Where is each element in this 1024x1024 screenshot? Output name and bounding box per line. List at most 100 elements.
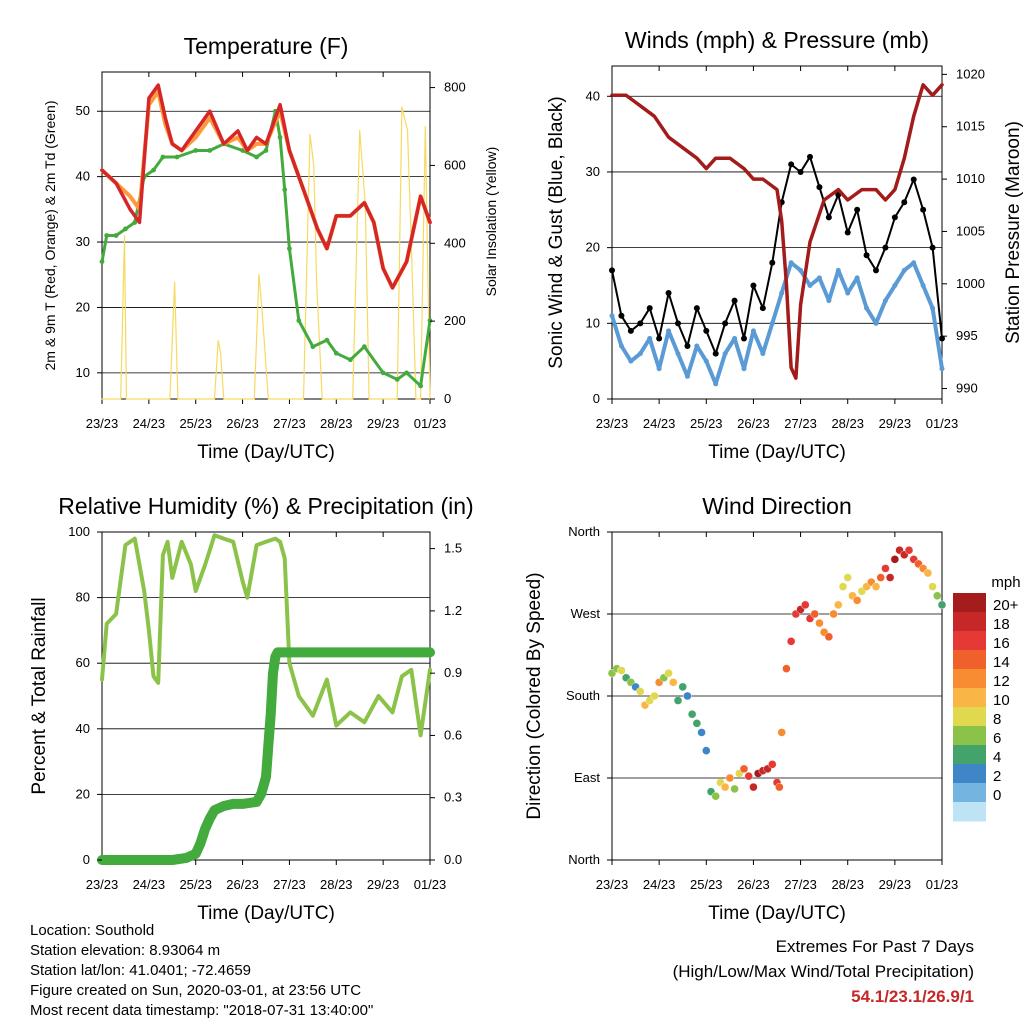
direction-point [937, 600, 947, 610]
extremes-title: Extremes For Past 7 Days [775, 937, 974, 956]
direction-point [923, 568, 933, 578]
wind-point [826, 298, 832, 304]
dewpoint-point [380, 370, 386, 376]
y-tick-label: 100 [68, 524, 90, 539]
dewpoint-point [287, 246, 292, 251]
recent-text: Most recent data timestamp: "2018-07-31 … [30, 1002, 374, 1019]
x-tick-label: 28/23 [320, 416, 353, 431]
direction-point [617, 666, 626, 675]
x-tick-label: 26/23 [226, 877, 259, 892]
y-tick-label-right: 1.2 [444, 603, 462, 618]
dewpoint-point [240, 148, 245, 153]
dewpoint-point [151, 167, 156, 173]
y-tick-label-right: 200 [444, 313, 466, 328]
colorbar-swatch [953, 745, 986, 765]
direction-point [933, 591, 942, 600]
location-text: Location: Southold [30, 922, 155, 939]
chart-title: Wind Direction [702, 493, 852, 519]
x-tick-label: 23/23 [86, 416, 119, 431]
y-tick-label: 40 [76, 169, 90, 184]
dewpoint-point [132, 220, 138, 225]
y-tick-label: 0 [83, 852, 90, 867]
y-tick-label-right: 990 [956, 381, 978, 396]
extremes-values: 54.1/23.1/26.9/1 [851, 987, 974, 1006]
y-tick-label: South [566, 688, 600, 703]
colorbar-swatch [953, 631, 986, 651]
y-axis-label: Sonic Wind & Gust (Blue, Black) [546, 96, 567, 368]
colorbar-label: 0 [993, 787, 1001, 804]
series-solar-line [101, 106, 431, 400]
wind-point [854, 275, 860, 281]
x-tick-label: 24/23 [643, 877, 676, 892]
x-tick-label: 28/23 [831, 416, 864, 431]
colorbar-label: 2 [993, 768, 1001, 785]
wind-point [703, 358, 709, 364]
x-tick-label: 27/23 [273, 416, 306, 431]
colorbar-swatch [953, 726, 986, 746]
colorbar-swatch [953, 688, 986, 708]
dewpoint-point [310, 344, 316, 350]
dewpoint-point [254, 154, 260, 160]
direction-point [664, 669, 673, 678]
dewpoint-point [123, 226, 128, 232]
y-axis-label-right: Station Pressure (Maroon) [1003, 121, 1024, 344]
x-tick-label: 28/23 [320, 877, 353, 892]
direction-point [876, 573, 885, 582]
colorbar-swatch [953, 764, 986, 784]
wind-point [788, 260, 794, 266]
colorbar-swatch [953, 650, 986, 670]
chart-panel-4: Wind Direction Time (Day/UTC) 23/23 24/23 25… [524, 493, 1021, 924]
x-tick-label: 23/23 [596, 416, 629, 431]
dewpoint-point [193, 148, 199, 153]
direction-point [824, 632, 834, 641]
colorbar-title: mph [991, 574, 1020, 591]
wind-point [835, 267, 841, 273]
series-humidity-line [100, 533, 432, 738]
direction-point [636, 687, 645, 696]
colorbar-label: 20+ [993, 597, 1019, 614]
direction-point [904, 546, 914, 555]
y-tick-label-right: 0.3 [444, 790, 462, 805]
y-tick-label: 10 [76, 365, 90, 380]
y-tick-label-right: 1000 [956, 276, 985, 291]
wind-point [647, 335, 653, 341]
colorbar-label: 4 [993, 749, 1001, 766]
x-tick-label: 23/23 [596, 877, 629, 892]
y-tick-label: 80 [76, 590, 90, 605]
direction-point [801, 600, 810, 610]
direction-point [673, 696, 683, 705]
wind-point [732, 335, 738, 341]
wind-point [882, 298, 888, 304]
direction-point [852, 596, 862, 605]
wind-point [722, 351, 728, 357]
wind-point [901, 267, 907, 273]
y-tick-label-right: 0.9 [444, 665, 462, 680]
wind-point [930, 305, 936, 311]
direction-point [890, 555, 900, 564]
y-tick-label: 20 [586, 240, 600, 255]
y-tick-label: 30 [76, 234, 90, 249]
series-2m-temp-line [100, 83, 432, 290]
chart-title: Winds (mph) & Pressure (mb) [625, 27, 929, 53]
direction-point [871, 582, 881, 591]
dewpoint-point [207, 148, 213, 153]
wind-point [769, 320, 775, 326]
wind-point [637, 351, 643, 357]
x-tick-label: 29/23 [367, 416, 400, 431]
series-precip-line [97, 647, 435, 865]
dewpoint-point [347, 357, 353, 363]
colorbar-swatch [953, 707, 986, 727]
direction-point [786, 637, 796, 646]
direction-point [650, 691, 659, 701]
dewpoint-point [99, 259, 105, 265]
y-tick-label: 10 [586, 315, 600, 330]
direction-point [782, 664, 791, 673]
direction-point [711, 792, 720, 801]
wind-point [666, 328, 672, 334]
latlon-text: Station lat/lon: 41.0401; -72.4659 [30, 962, 252, 979]
wind-point [873, 320, 879, 326]
y-tick-label: 20 [76, 299, 90, 314]
dewpoint-point [404, 370, 409, 376]
direction-point [928, 582, 937, 591]
